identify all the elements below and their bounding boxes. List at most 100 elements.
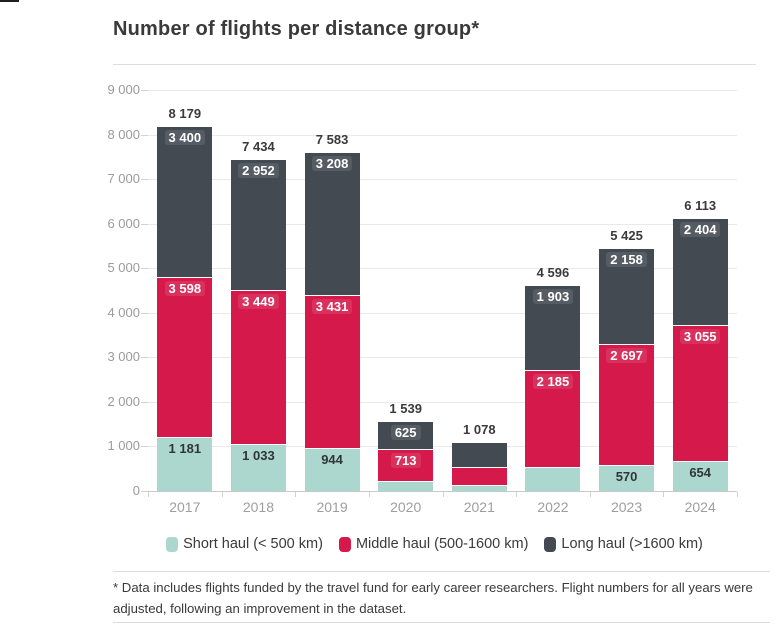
legend-item-long-haul[interactable]: Long haul (>1600 km) — [544, 536, 703, 552]
bar-segment-middle-haul-2024[interactable]: 3 055 — [672, 325, 728, 462]
segment-value-text: 1 181 — [168, 441, 202, 457]
bar-segment-short-haul-2019[interactable]: 944 — [304, 448, 360, 491]
bar-segment-long-haul-2021[interactable] — [451, 442, 507, 469]
y-gridline — [148, 268, 737, 270]
legend-item-short-haul[interactable]: Short haul (< 500 km) — [166, 536, 323, 552]
segment-value-text: 654 — [689, 464, 712, 480]
bar-segment-short-haul-2018[interactable]: 1 033 — [230, 444, 286, 491]
legend-item-middle-haul[interactable]: Middle haul (500-1600 km) — [338, 536, 528, 552]
bar-segment-long-haul-2017[interactable]: 3 400 — [157, 126, 213, 279]
legend-label: Short haul (< 500 km) — [183, 536, 323, 552]
y-axis-tick — [141, 312, 148, 314]
bar-segment-short-haul-2022[interactable] — [525, 468, 581, 491]
y-axis-tick — [141, 179, 148, 181]
total-label-2023: 5 425 — [610, 228, 643, 244]
bar-segment-middle-haul-2020[interactable]: 713 — [378, 450, 434, 483]
plot-area: 1 181 3 598 3 400 8 179 1 033 3 449 2 952 7 434… — [148, 90, 737, 492]
y-axis-label: 5 000 — [107, 260, 140, 276]
segment-value-label: 2 158 — [599, 252, 654, 268]
bar-segment-long-haul-2019[interactable]: 3 208 — [304, 153, 360, 297]
y-axis-label: 3 000 — [107, 349, 140, 365]
y-axis-tick — [141, 401, 148, 403]
segment-value-label: 2 185 — [525, 374, 580, 390]
segment-value-text: 2 952 — [238, 162, 279, 178]
segment-value-text: 1 903 — [532, 289, 574, 305]
bar-segment-long-haul-2020[interactable]: 625 — [378, 422, 434, 451]
y-gridline — [148, 134, 737, 136]
y-gridline — [148, 312, 737, 314]
bar-segment-short-haul-2017[interactable]: 1 181 — [157, 438, 213, 491]
y-gridline — [148, 357, 737, 359]
y-axis-label: 8 000 — [107, 126, 140, 142]
footnote-top-divider — [113, 571, 770, 572]
x-axis-label-2024: 2024 — [684, 499, 716, 515]
bar-segment-short-haul-2020[interactable] — [378, 482, 434, 491]
page-title: Number of flights per distance group* — [113, 18, 480, 40]
bar-segment-short-haul-2024[interactable]: 654 — [672, 461, 728, 491]
bar-segment-middle-haul-2022[interactable]: 2 185 — [525, 371, 581, 469]
y-gridline — [148, 446, 737, 448]
bar-segment-long-haul-2024[interactable]: 2 404 — [672, 218, 728, 326]
title-divider — [113, 64, 756, 65]
x-axis-label-2018: 2018 — [242, 499, 275, 515]
legend-label: Long haul (>1600 km) — [561, 536, 703, 552]
segment-value-label: 3 449 — [231, 294, 286, 310]
segment-value-label: 2 952 — [231, 162, 286, 178]
bar-segment-short-haul-2023[interactable]: 570 — [599, 465, 655, 491]
segment-value-text: 713 — [390, 453, 421, 469]
total-label-2019: 7 583 — [315, 132, 349, 148]
y-axis-tick — [141, 357, 148, 359]
y-axis-label: 2 000 — [107, 393, 140, 409]
segment-value-label: 3 055 — [673, 328, 728, 344]
x-axis-label-2022: 2022 — [537, 499, 569, 515]
total-label-2017: 8 179 — [168, 105, 202, 121]
y-axis-tick — [141, 446, 148, 448]
bar-segment-long-haul-2023[interactable]: 2 158 — [599, 249, 655, 346]
x-axis-tick — [663, 492, 665, 497]
y-axis-tick — [141, 134, 148, 136]
chart-legend: Short haul (< 500 km) Middle haul (500-16… — [113, 536, 756, 552]
top-left-line — [0, 0, 19, 2]
segment-value-label: 3 598 — [157, 281, 212, 297]
segment-value-text: 2 185 — [532, 374, 574, 390]
y-axis-tick — [141, 223, 148, 225]
flights-stacked-bar-chart: 1 181 3 598 3 400 8 179 1 033 3 449 2 952 7 434… — [107, 82, 756, 530]
x-axis-tick — [589, 492, 591, 497]
segment-value-label: 570 — [599, 469, 654, 484]
bar-segment-middle-haul-2018[interactable]: 3 449 — [230, 291, 286, 445]
segment-value-label: 1 903 — [525, 289, 580, 305]
segment-value-text: 2 158 — [606, 252, 647, 268]
segment-value-label: 3 400 — [157, 129, 212, 145]
x-axis-tick — [148, 492, 149, 497]
segment-value-text: 3 055 — [679, 328, 721, 344]
bar-segment-short-haul-2021[interactable] — [451, 486, 507, 491]
x-axis-label-2019: 2019 — [316, 499, 348, 515]
segment-value-text: 2 697 — [606, 348, 647, 364]
legend-swatch-long-haul — [544, 536, 557, 552]
segment-value-label: 3 208 — [305, 156, 360, 172]
y-gridline — [148, 179, 737, 181]
bar-segment-long-haul-2018[interactable]: 2 952 — [230, 159, 286, 292]
bar-segment-middle-haul-2017[interactable]: 3 598 — [157, 278, 213, 439]
x-axis-tick — [737, 492, 738, 497]
segment-value-label: 1 033 — [231, 448, 286, 463]
x-axis-tick — [368, 492, 370, 497]
y-axis-label: 6 000 — [107, 215, 140, 231]
y-axis-label: 9 000 — [107, 82, 140, 97]
x-axis-tick — [442, 492, 444, 497]
y-gridline — [148, 223, 737, 225]
segment-value-text: 2 404 — [679, 221, 721, 237]
bar-segment-middle-haul-2023[interactable]: 2 697 — [599, 345, 655, 466]
bar-segment-middle-haul-2019[interactable]: 3 431 — [304, 296, 360, 449]
bar-segment-middle-haul-2021[interactable] — [451, 468, 507, 487]
y-axis-label: 4 000 — [107, 304, 140, 320]
total-label-2022: 4 596 — [536, 265, 570, 281]
segment-value-text: 570 — [615, 468, 638, 484]
segment-value-text: 3 431 — [311, 299, 353, 315]
total-label-2018: 7 434 — [242, 138, 275, 154]
segment-value-label: 2 697 — [599, 348, 654, 364]
segment-value-label: 1 181 — [157, 441, 212, 456]
total-label-2024: 6 113 — [684, 197, 717, 213]
bar-segment-long-haul-2022[interactable]: 1 903 — [525, 286, 581, 372]
